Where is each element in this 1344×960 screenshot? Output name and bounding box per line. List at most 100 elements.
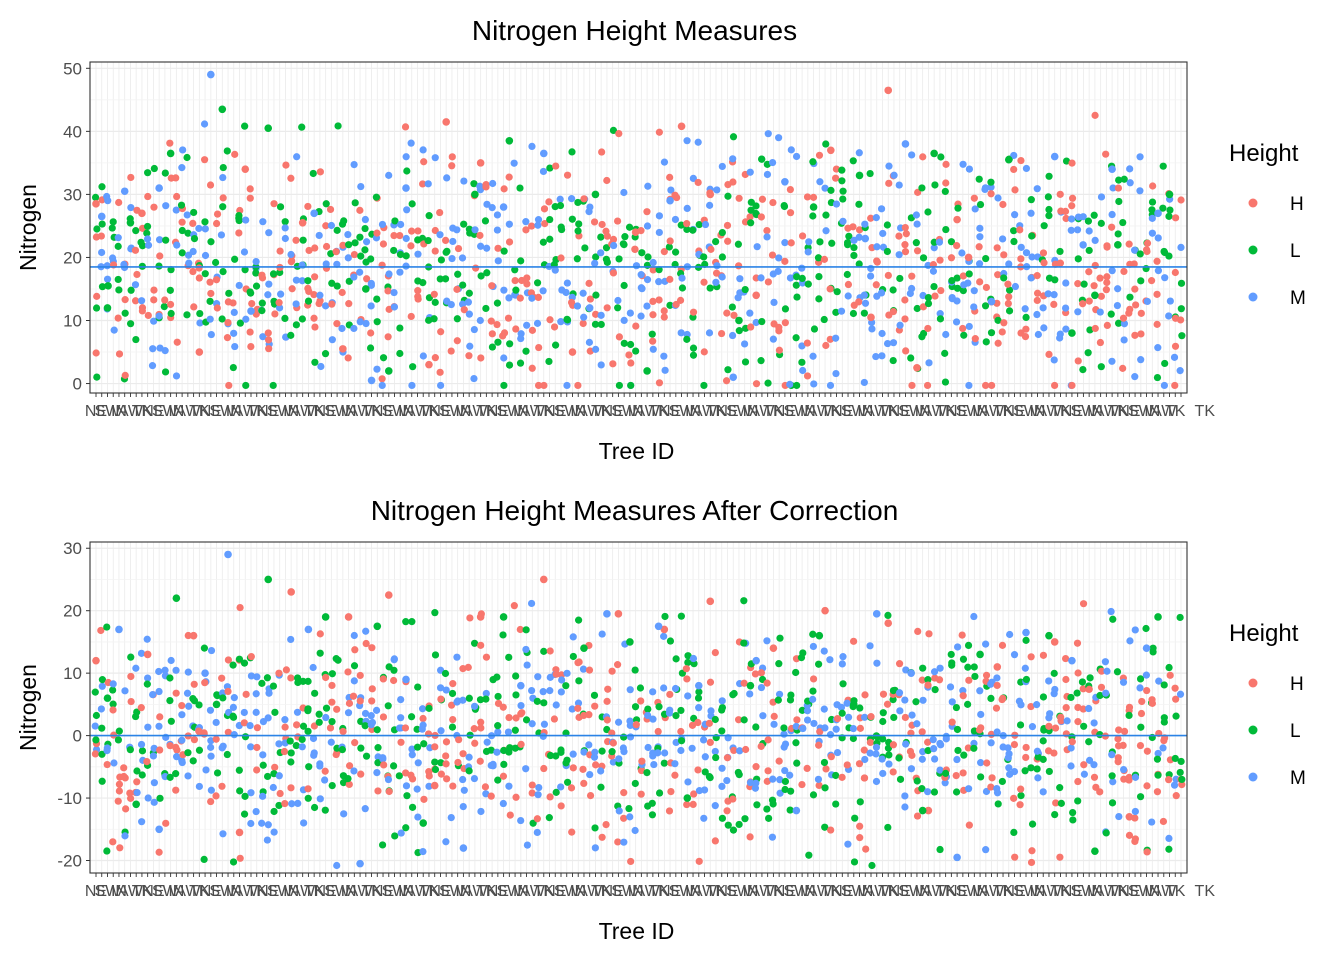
data-point — [453, 315, 461, 323]
data-point — [512, 691, 520, 699]
data-point — [332, 655, 340, 663]
data-point — [357, 252, 365, 260]
x-tick-label: IN — [915, 403, 931, 420]
data-point — [936, 315, 945, 323]
data-point — [694, 718, 702, 727]
data-point — [167, 656, 175, 665]
data-point — [626, 813, 634, 821]
data-point — [522, 347, 530, 355]
data-point-M — [987, 297, 996, 306]
data-point — [631, 826, 639, 835]
data-point — [338, 746, 346, 754]
data-point — [328, 279, 336, 287]
x-tick-label: IN — [283, 403, 299, 420]
data-point — [453, 285, 461, 293]
data-point — [970, 287, 978, 295]
data-point-H — [924, 806, 933, 815]
data-point — [115, 198, 123, 207]
data-point — [873, 257, 881, 265]
data-point — [172, 786, 180, 794]
data-point — [219, 173, 227, 182]
data-point — [453, 337, 461, 345]
data-point — [689, 344, 698, 352]
data-point — [540, 647, 548, 655]
data-point — [1171, 268, 1179, 277]
data-point — [1149, 182, 1157, 190]
x-tick-label: TK — [189, 403, 210, 420]
data-point — [930, 788, 939, 796]
data-point — [585, 711, 593, 719]
data-point — [1154, 749, 1162, 758]
data-point — [885, 162, 893, 170]
data-point — [259, 218, 267, 226]
data-point — [649, 258, 657, 267]
data-point — [1172, 712, 1180, 720]
data-point-H — [287, 588, 295, 596]
data-point — [1074, 357, 1082, 365]
data-point — [281, 723, 289, 731]
data-point — [700, 348, 708, 356]
data-point — [127, 653, 135, 661]
data-point-H — [430, 781, 439, 790]
data-point — [666, 706, 674, 714]
data-point — [218, 782, 226, 790]
data-point — [826, 335, 834, 343]
data-point — [971, 205, 979, 213]
data-point — [820, 255, 829, 263]
x-tick-label: NE — [946, 883, 968, 900]
data-point — [717, 329, 726, 338]
data-point — [998, 641, 1007, 649]
data-point — [625, 223, 634, 231]
data-point — [700, 278, 708, 286]
data-point — [855, 233, 863, 241]
data-point — [408, 200, 416, 208]
y-tick-label: 30 — [63, 185, 82, 204]
data-point-M — [694, 681, 703, 690]
data-point — [977, 710, 985, 719]
data-point — [1051, 685, 1059, 694]
data-point — [861, 220, 869, 228]
data-point — [964, 279, 972, 287]
data-point — [936, 766, 944, 774]
data-point — [183, 689, 192, 697]
data-point — [1039, 651, 1048, 659]
data-point — [109, 838, 117, 846]
data-point — [861, 755, 869, 764]
data-point — [367, 721, 375, 729]
data-point — [936, 845, 944, 854]
data-point — [798, 780, 806, 789]
data-point — [437, 328, 445, 336]
data-point — [390, 666, 398, 674]
data-point — [1068, 194, 1077, 202]
data-point — [1114, 319, 1123, 327]
data-point — [322, 200, 330, 208]
x-tick-label: NE — [487, 883, 509, 900]
data-point-H — [92, 656, 100, 665]
data-point — [781, 305, 790, 313]
data-point — [988, 678, 996, 686]
data-point — [954, 643, 962, 651]
data-point — [1115, 726, 1123, 734]
data-point — [505, 713, 513, 722]
data-point — [856, 822, 864, 830]
data-point — [470, 725, 478, 733]
data-point — [293, 721, 301, 729]
x-tick-label: NE — [85, 403, 107, 420]
data-point — [293, 153, 301, 161]
data-point — [592, 761, 600, 769]
data-point — [918, 755, 926, 763]
data-point — [126, 789, 134, 797]
x-tick-label: TK — [132, 403, 153, 420]
data-point — [1017, 243, 1025, 251]
data-point — [1028, 820, 1037, 828]
data-point — [1022, 164, 1031, 173]
data-point — [332, 248, 340, 256]
data-point — [793, 381, 801, 390]
data-point — [1149, 644, 1157, 652]
data-point — [384, 333, 392, 341]
data-point — [809, 791, 818, 799]
x-tick-label: AW — [577, 883, 603, 900]
data-point — [568, 705, 576, 713]
data-point — [540, 699, 548, 707]
data-point-L — [384, 367, 393, 375]
